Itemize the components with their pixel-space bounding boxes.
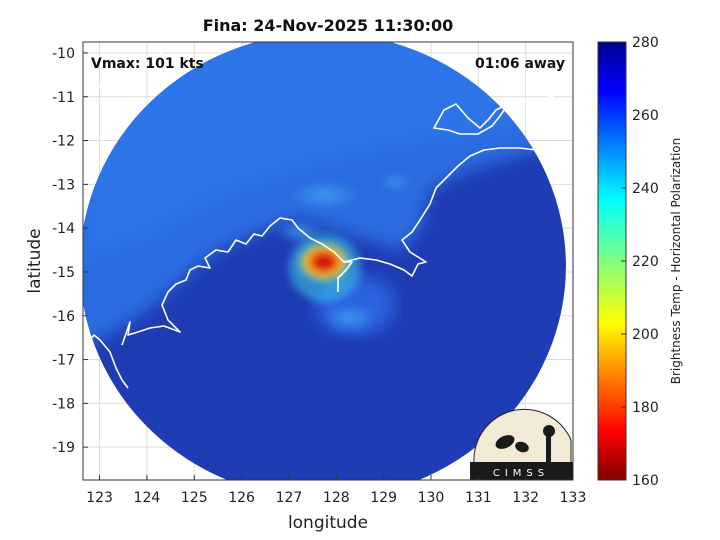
eyewall-core (298, 242, 350, 282)
y-tick-label: -18 (52, 396, 75, 412)
logo-antenna-dish (495, 435, 515, 449)
logo-band (470, 462, 573, 480)
x-axis-label: longitude (288, 513, 368, 533)
colorbar-label: Brightness Temp - Horizontal Polarizatio… (669, 138, 683, 385)
rain-band (381, 174, 409, 190)
x-tick-label: 130 (418, 490, 445, 506)
x-axis-ticks: 123 124 125 126 127 128 129 130 131 132 133 (86, 475, 586, 506)
x-tick-label: 124 (134, 490, 161, 506)
x-tick-label: 132 (512, 490, 539, 506)
x-tick-label: 131 (465, 490, 492, 506)
y-axis-label: latitude (25, 228, 45, 293)
x-tick-label: 133 (560, 490, 587, 506)
x-tick-label: 128 (323, 490, 350, 506)
y-tick-label: -15 (52, 265, 75, 281)
logo-tower-top (543, 425, 555, 437)
logo-antenna-dish-2 (515, 441, 529, 453)
rain-band (324, 304, 376, 332)
x-tick-label: 125 (181, 490, 208, 506)
rain-band (290, 181, 360, 209)
colorbar-tick-label: 160 (632, 473, 659, 489)
colorbar-tick-label: 180 (632, 400, 659, 416)
coastline-path (121, 217, 353, 346)
microwave-swath (83, 42, 566, 480)
colorbar-tick-label: 260 (632, 108, 659, 124)
colorbar-tick-label: 240 (632, 181, 659, 197)
land-warm-upper (83, 42, 566, 260)
y-axis-ticks: -10 -11 -12 -13 -14 -15 -16 -17 -18 -19 (52, 46, 88, 456)
y-tick-label: -12 (52, 134, 75, 150)
y-tick-label: -11 (52, 90, 75, 106)
coastline-path (85, 334, 129, 389)
coastline-path (343, 147, 557, 277)
colorbar-tick-label: 220 (632, 254, 659, 270)
vmax-label: Vmax: 101 kts (91, 56, 204, 72)
coastline (85, 43, 571, 389)
logo-text: CIMSS (493, 468, 549, 479)
x-tick-label: 123 (86, 490, 113, 506)
y-tick-label: -10 (52, 46, 75, 62)
x-tick-label: 126 (228, 490, 255, 506)
cimss-logo: CIMSS (470, 408, 573, 480)
plot-area: CIMSS Vmax: 101 kts 01:06 away 123 124 125… (52, 41, 586, 506)
colorbar-ticks: 160 180 200 220 240 260 280 (621, 35, 659, 489)
plot-frame (82, 41, 574, 481)
logo-tower (546, 435, 551, 462)
coastline-path (433, 103, 509, 135)
x-tick-label: 129 (370, 490, 397, 506)
colorbar: 160 180 200 220 240 260 280 Brightness Temp - … (597, 35, 683, 489)
colorbar-tick-label: 280 (632, 35, 659, 51)
y-tick-label: -14 (52, 221, 75, 237)
y-tick-label: -17 (52, 353, 75, 369)
x-tick-label: 127 (276, 490, 303, 506)
y-tick-label: -13 (52, 177, 75, 193)
coastline-path (87, 43, 171, 93)
y-tick-label: -16 (52, 309, 75, 325)
colorbar-tick-label: 200 (632, 327, 659, 343)
time-away-label: 01:06 away (475, 56, 565, 72)
figure-title: Fina: 24-Nov-2025 11:30:00 (203, 16, 454, 35)
y-tick-label: -19 (52, 440, 75, 456)
coastline-path (519, 95, 571, 131)
